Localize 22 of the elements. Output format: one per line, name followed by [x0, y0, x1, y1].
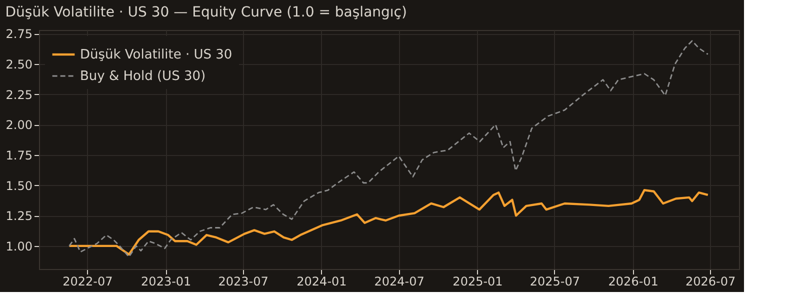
x-tick-label: 2026-07: [685, 274, 736, 288]
x-tick-label: 2024-01: [296, 274, 347, 288]
y-tick-label: 1.50: [6, 178, 32, 193]
x-tick-label: 2023-01: [141, 274, 192, 288]
x-tick-label: 2026-01: [608, 274, 658, 288]
y-tick-label: 1.00: [6, 239, 32, 254]
y-tick-label: 2.00: [6, 118, 32, 132]
y-tick-label: 1.25: [6, 209, 32, 224]
x-tick-label: 2023-07: [218, 274, 268, 288]
x-tick-label: 2022-07: [62, 274, 113, 288]
y-tick-label: 1.75: [6, 148, 32, 162]
x-tick-label: 2024-07: [374, 274, 424, 288]
y-tick-label: 2.50: [6, 57, 32, 72]
line-series: [68, 189, 709, 256]
y-tick-label: 2.25: [6, 88, 32, 102]
legend-label: Buy & Hold (US 30): [80, 69, 206, 84]
x-tick-label: 2025-07: [530, 274, 580, 288]
line-series: [68, 40, 709, 258]
chart-title: Düşük Volatilite · US 30 — Equity Curve (1.0 = başlangıç): [5, 4, 407, 21]
y-tick-label: 2.75: [6, 27, 32, 42]
x-tick-label: 2025-01: [452, 274, 503, 288]
legend-label: Düşük Volatilite · US 30: [80, 48, 232, 62]
